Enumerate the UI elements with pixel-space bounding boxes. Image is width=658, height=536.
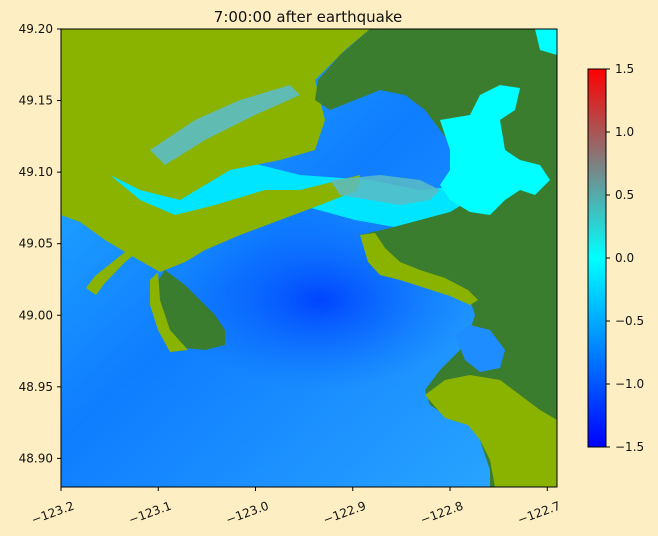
y-tick-label: 49.15 [19,94,53,108]
x-axis: −123.2 −123.1 −123.0 −122.9 −122.8 −122.7 [29,487,562,527]
x-tick-label: −122.8 [419,499,466,527]
y-tick-label: 49.20 [19,22,53,36]
colorbar-tick-label: 0.5 [615,188,634,202]
colorbar-tick-label: −1.0 [615,377,644,391]
bay-lowland [360,233,478,305]
x-tick-label: −122.7 [516,499,563,527]
y-tick-label: 49.10 [19,165,53,179]
x-tick-label: −122.9 [321,499,368,527]
colorbar: 1.5 1.0 0.5 0.0 −0.5 −1.0 −1.5 [587,62,644,454]
y-tick-label: 48.95 [19,380,53,394]
y-tick-label: 48.90 [19,451,53,465]
colorbar-tick-label: 0.0 [615,251,634,265]
tsawwassen-peninsula [155,270,225,350]
colorbar-tick-label: 1.0 [615,125,634,139]
colorbar-fill [588,69,606,447]
peninsula-shore [150,272,188,352]
y-tick-label: 49.00 [19,308,53,322]
river-channel-east [330,175,440,205]
colorbar-ticks: 1.5 1.0 0.5 0.0 −0.5 −1.0 −1.5 [606,62,644,454]
colorbar-tick-label: 1.5 [615,62,634,76]
x-tick-label: −123.2 [29,499,76,527]
northeast-flooded-corner [535,29,557,55]
colorbar-tick-label: −0.5 [615,314,644,328]
southern-coast-lowland [425,375,557,487]
colorbar-tick-label: −1.5 [615,440,644,454]
y-axis: 48.90 48.95 49.00 49.05 49.10 49.15 49.20 [19,22,61,465]
eastern-flooded-area [440,85,550,215]
x-tick-label: −123.0 [224,499,271,527]
jetty-causeway [86,240,146,295]
boundary-bay-inlet [455,325,505,372]
fraser-river [150,85,300,165]
plot-area [61,29,557,487]
y-tick-label: 49.05 [19,237,53,251]
x-tick-label: −123.1 [127,499,174,527]
delta-lowland [61,140,360,272]
plot-frame [60,28,558,488]
chart-title: 7:00:00 after earthquake [214,8,402,26]
